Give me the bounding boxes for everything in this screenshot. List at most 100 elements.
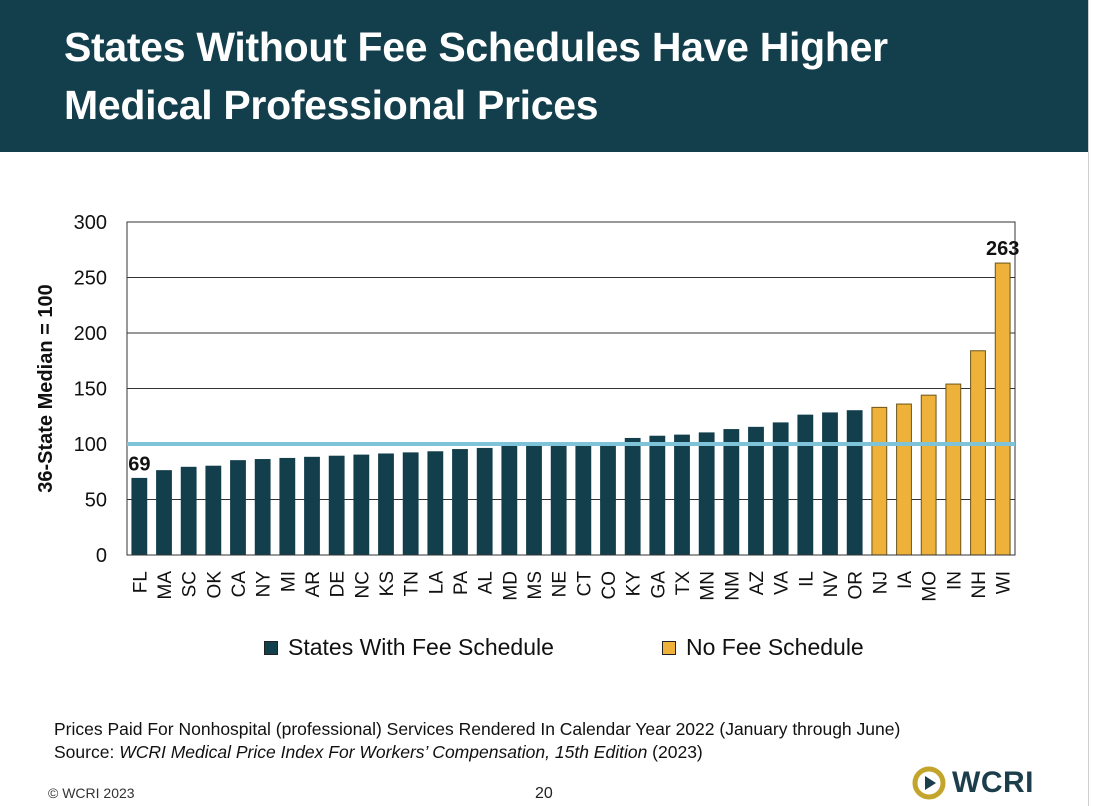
- bar-mn: [698, 432, 715, 556]
- x-tick-label: NE: [550, 571, 571, 597]
- x-tick-label: NC: [352, 571, 373, 598]
- bar-il: [797, 414, 814, 556]
- y-tick-label: 100: [74, 434, 107, 456]
- source-year: (2023): [647, 742, 703, 762]
- x-tick-label: WI: [994, 571, 1015, 594]
- bar-pa: [452, 449, 468, 556]
- bar-az: [748, 426, 764, 556]
- x-tick-label: VA: [772, 571, 793, 595]
- bar-wi: [994, 262, 1011, 556]
- x-tick-label: TX: [673, 571, 694, 596]
- x-tick-label: TN: [402, 571, 423, 596]
- bar-ne: [550, 444, 567, 556]
- x-tick-label: IA: [895, 571, 916, 589]
- x-tick-label: CA: [229, 571, 250, 598]
- x-tick-label: AR: [303, 571, 324, 597]
- bar-nj: [871, 406, 888, 556]
- bar-mo: [920, 394, 937, 556]
- logo-text: WCRI: [952, 766, 1034, 799]
- bar-nc: [353, 454, 370, 556]
- x-tick-label: DE: [328, 571, 349, 597]
- x-tick-label: MN: [698, 571, 719, 601]
- x-tick-label: NM: [722, 571, 743, 601]
- bar-ga: [649, 435, 666, 556]
- bar-ar: [304, 456, 320, 556]
- bar-ct: [575, 443, 592, 556]
- bar-co: [600, 442, 616, 556]
- slide-edge: [1088, 0, 1089, 806]
- x-tick-label: OR: [846, 571, 867, 600]
- bar-ca: [230, 460, 246, 556]
- data-label-wi: 263: [986, 238, 1019, 260]
- x-tick-label: FL: [130, 571, 151, 593]
- data-label-fl: 69: [128, 453, 150, 475]
- y-tick-label: 200: [74, 323, 107, 345]
- bar-fl: [131, 477, 148, 556]
- bar-ia: [896, 403, 912, 556]
- bar-ok: [205, 465, 222, 556]
- bar-la: [427, 451, 444, 556]
- x-tick-label: AZ: [747, 571, 768, 596]
- bar-ky: [624, 437, 641, 556]
- x-tick-label: PA: [451, 571, 472, 595]
- x-tick-label: OK: [204, 571, 225, 599]
- bar-mi: [279, 457, 296, 556]
- x-tick-label: NV: [821, 571, 842, 598]
- page-number: 20: [535, 785, 553, 802]
- bar-al: [476, 447, 493, 556]
- chart-notes: Prices Paid For Nonhospital (professiona…: [54, 718, 900, 764]
- x-tick-label: IN: [944, 571, 965, 590]
- x-tick-label: NY: [254, 571, 275, 598]
- x-tick-label: MO: [920, 571, 941, 602]
- y-tick-label: 0: [96, 545, 107, 567]
- bar-ms: [526, 444, 542, 556]
- x-tick-label: AL: [476, 571, 497, 594]
- x-tick-label: SC: [180, 571, 201, 597]
- bar-nm: [723, 429, 740, 556]
- bar-sc: [180, 466, 197, 556]
- wcri-logo: WCRI: [912, 766, 1034, 800]
- source-label: Source:: [54, 742, 120, 762]
- bar-ny: [254, 459, 271, 556]
- y-tick-label: 50: [85, 490, 107, 512]
- title-banner: States Without Fee Schedules Have Higher…: [0, 0, 1088, 152]
- bar-nv: [822, 412, 838, 556]
- source-note: Source: WCRI Medical Price Index For Wor…: [54, 741, 900, 764]
- bar-de: [328, 455, 345, 556]
- bar-md: [501, 445, 518, 556]
- legend-label-fee-schedule: States With Fee Schedule: [288, 634, 554, 660]
- x-tick-label: MA: [155, 571, 176, 600]
- copyright: © WCRI 2023: [48, 785, 135, 801]
- plot-area-border: [126, 221, 1016, 556]
- legend-swatch-fee-schedule: [264, 640, 278, 655]
- y-tick-label: 150: [74, 379, 107, 401]
- x-tick-label: CT: [574, 571, 595, 597]
- legend-label-no-fee-schedule: No Fee Schedule: [686, 634, 864, 660]
- x-tick-label: KY: [624, 571, 645, 597]
- y-tick-label: 300: [74, 212, 107, 234]
- x-tick-label: CO: [599, 571, 620, 600]
- y-axis-label: 36-State Median = 100: [35, 284, 57, 492]
- x-tick-label: NJ: [870, 571, 891, 594]
- bar-tx: [674, 434, 690, 556]
- x-tick-label: MI: [278, 571, 299, 592]
- x-tick-label: IL: [796, 571, 817, 587]
- bar-ma: [156, 470, 172, 556]
- x-tick-label: MD: [500, 571, 521, 601]
- x-tick-label: NH: [969, 571, 990, 598]
- source-title: WCRI Medical Price Index For Workers’ Co…: [119, 742, 648, 762]
- legend-item-fee-schedule: States With Fee Schedule: [264, 634, 554, 661]
- bar-chart: 0 50 100 150 200 250 300 36-State Median = 100 F…: [35, 212, 1019, 602]
- bar-tn: [402, 452, 419, 556]
- bar-or: [846, 410, 863, 556]
- x-tick-label: GA: [648, 571, 669, 599]
- bar-nh: [970, 350, 986, 556]
- bar-ks: [378, 453, 394, 556]
- chart-legend: States With Fee Schedule No Fee Schedule: [0, 634, 1088, 664]
- wcri-logo-icon: [912, 766, 946, 800]
- y-tick-label: 250: [74, 268, 107, 290]
- slide-title: States Without Fee Schedules Have Higher…: [64, 18, 1064, 134]
- legend-swatch-no-fee-schedule: [662, 640, 676, 655]
- legend-item-no-fee-schedule: No Fee Schedule: [662, 634, 864, 661]
- x-tick-label: MS: [525, 571, 546, 600]
